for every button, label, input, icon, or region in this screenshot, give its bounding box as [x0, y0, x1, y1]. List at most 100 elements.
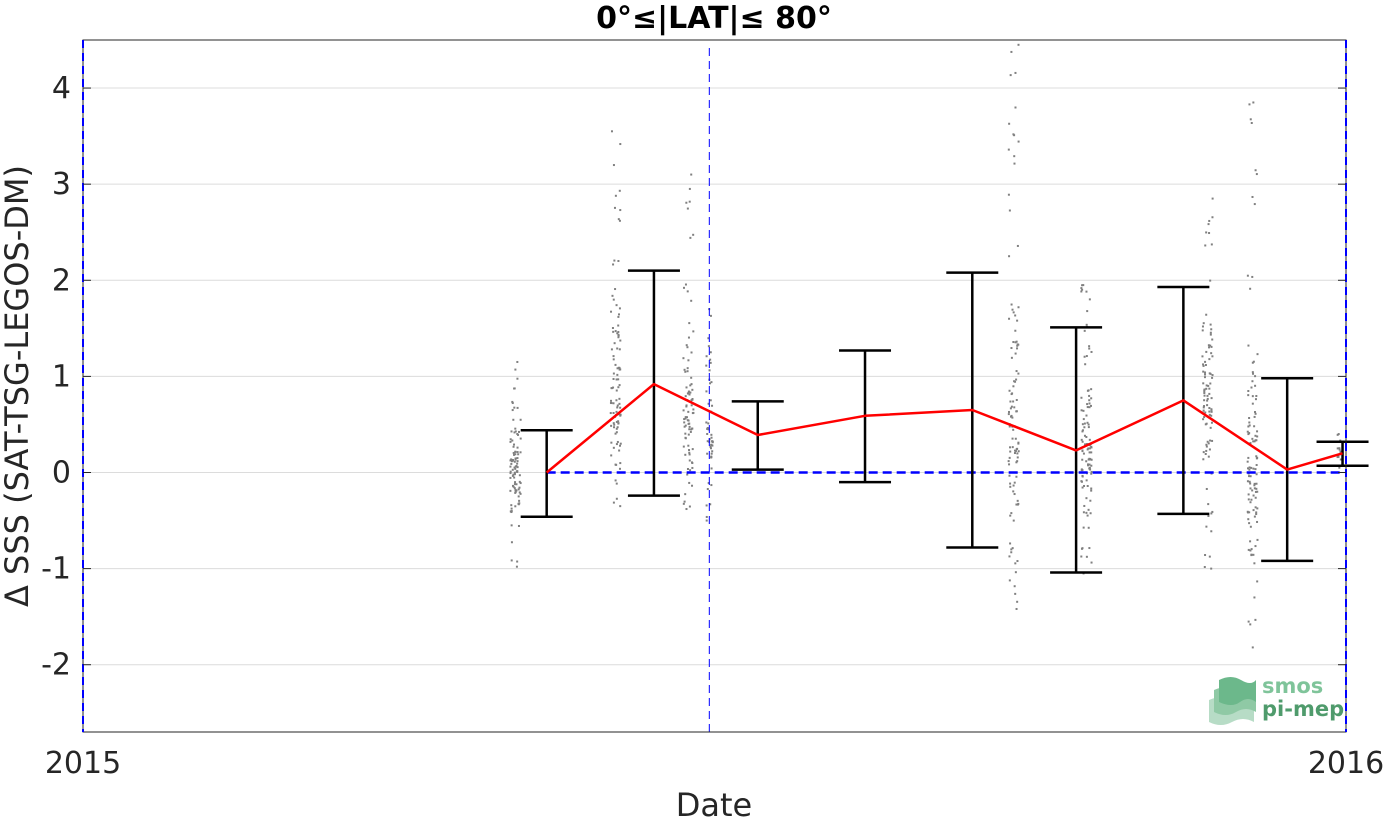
scatter-point — [1210, 328, 1213, 331]
scatter-point — [1082, 526, 1085, 529]
scatter-point — [686, 346, 689, 349]
scatter-point — [1085, 290, 1088, 293]
scatter-point — [709, 399, 712, 402]
scatter-point — [1201, 355, 1204, 358]
scatter-point — [684, 493, 687, 496]
scatter-point — [1209, 439, 1212, 442]
y-tick-label: 3 — [52, 167, 71, 202]
scatter-point — [683, 418, 686, 421]
scatter-point — [1203, 394, 1206, 397]
scatter-point — [615, 378, 618, 381]
scatter-point — [615, 304, 618, 307]
scatter-point — [1201, 329, 1204, 332]
scatter-point — [1081, 429, 1084, 432]
scatter-point — [1253, 440, 1256, 443]
reference-lines — [546, 48, 1343, 732]
scatter-point — [618, 348, 621, 351]
scatter-point — [1205, 384, 1208, 387]
scatter-point — [1246, 480, 1249, 483]
scatter-point — [1088, 345, 1091, 348]
scatter-point — [517, 453, 520, 456]
scatter-point — [1090, 397, 1093, 400]
scatter-point — [1254, 411, 1257, 414]
scatter-point — [1082, 418, 1085, 421]
x-ticks: 2015 2016 — [45, 746, 1384, 781]
scatter-point — [614, 479, 617, 482]
scatter-point — [1083, 355, 1086, 358]
scatter-point — [1090, 561, 1093, 564]
scatter-point — [1249, 487, 1252, 490]
scatter-point — [1253, 596, 1256, 599]
scatter-point — [1338, 447, 1341, 450]
scatter-point — [1012, 519, 1015, 522]
scatter-point — [1089, 404, 1092, 407]
scatter-point — [1014, 592, 1017, 595]
scatter-point — [1015, 503, 1018, 506]
mean-line — [545, 382, 1343, 474]
scatter-point — [513, 460, 516, 463]
scatter-point — [1206, 399, 1209, 402]
scatter-point — [1014, 329, 1017, 332]
scatter-point — [613, 259, 616, 262]
scatter-point — [1008, 255, 1011, 258]
scatter-point — [688, 459, 691, 462]
scatter-point — [1205, 525, 1208, 528]
scatter-point — [1251, 402, 1254, 405]
scatter-point — [707, 402, 710, 405]
scatter-point — [610, 348, 613, 351]
scatter-point — [619, 462, 622, 465]
scatter-point — [1012, 311, 1015, 314]
scatter-point — [513, 406, 516, 409]
scatter-point — [1254, 496, 1257, 499]
scatter-point — [1203, 392, 1206, 395]
scatter-point — [1254, 375, 1257, 378]
scatter-point — [1080, 438, 1083, 441]
scatter-point — [615, 427, 618, 430]
scatter-point — [1017, 372, 1020, 375]
scatter-point — [710, 452, 713, 455]
scatter-point — [615, 443, 618, 446]
scatter-point — [1009, 415, 1012, 418]
scatter-point — [1008, 209, 1011, 212]
scatter-point — [687, 444, 690, 447]
scatter-point — [514, 427, 517, 430]
scatter-point — [1090, 458, 1093, 461]
scatter-point — [1248, 421, 1251, 424]
scatter-point — [615, 431, 618, 434]
scatter-point — [1008, 425, 1011, 428]
scatter-point — [510, 559, 513, 562]
scatter-point — [615, 389, 618, 392]
scatter-point — [690, 399, 693, 402]
scatter-point — [1013, 585, 1016, 588]
scatter-point — [612, 355, 615, 358]
scatter-point — [1008, 317, 1011, 320]
scatter-point — [682, 502, 685, 505]
scatter-point — [1085, 323, 1088, 326]
scatter-point — [685, 508, 688, 511]
scatter-point — [710, 381, 713, 384]
scatter-point — [619, 143, 622, 146]
logo-text-pimep: pi-mep — [1262, 697, 1344, 721]
scatter-point — [1013, 406, 1016, 409]
scatter-point — [1256, 435, 1259, 438]
scatter-point — [1207, 503, 1210, 506]
scatter-point — [1256, 507, 1259, 510]
y-tick-label: 4 — [52, 71, 71, 106]
scatter-point — [1211, 439, 1214, 442]
scatter-point — [516, 451, 519, 454]
scatter-point — [618, 449, 621, 452]
scatter-point — [1255, 455, 1258, 458]
scatter-point — [1010, 405, 1013, 408]
scatter-point — [1081, 423, 1084, 426]
scatter-point — [1250, 386, 1253, 389]
scatter-point — [1203, 416, 1206, 419]
scatter-point — [705, 364, 708, 367]
scatter-point — [1207, 514, 1210, 517]
scatter-point — [509, 440, 512, 443]
scatter-point — [511, 458, 514, 461]
logo-waves-icon — [1209, 677, 1256, 725]
scatter-point — [1204, 360, 1207, 363]
scatter-point — [687, 433, 690, 436]
scatter-point — [682, 286, 685, 289]
scatter-point — [1202, 322, 1205, 325]
